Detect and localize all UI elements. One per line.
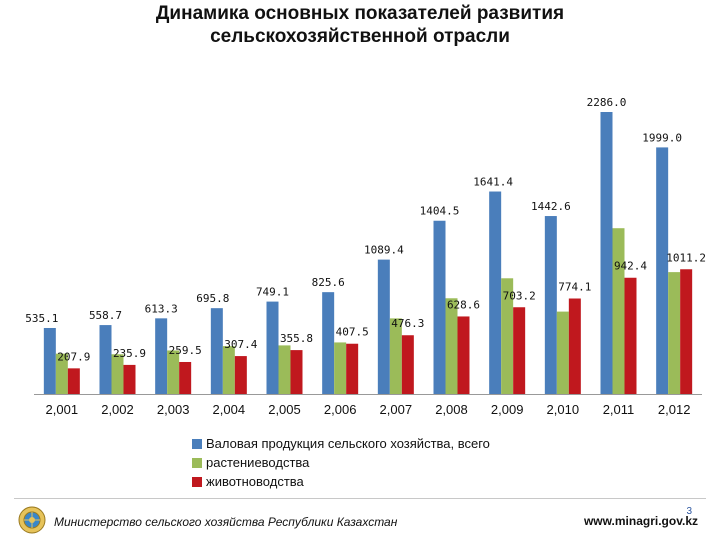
bar-crops [501, 278, 514, 394]
bar-total [322, 292, 335, 394]
footer-website: www.minagri.gov.kz [583, 514, 698, 528]
legend-swatch [192, 476, 202, 487]
legend: Валовая продукция сельского хозяйства, в… [192, 434, 490, 491]
bar-chart: 2,001 2,002 2,003 2,004 2,005 2,006 2,007 2,008… [25, 96, 706, 417]
bar-livestock [513, 307, 526, 394]
legend-item: Валовая продукция сельского хозяйства, в… [192, 434, 490, 453]
legend-label: Валовая продукция сельского хозяйства, в… [206, 436, 490, 451]
bar-crops [222, 346, 235, 394]
bar-livestock [67, 368, 80, 394]
bar-livestock [346, 343, 359, 394]
chart-title: Динамика основных показателей развития с… [0, 2, 720, 48]
data-label-livestock: 942.4 [614, 260, 647, 273]
bar-total [210, 308, 223, 394]
data-label-total: 825.6 [312, 276, 345, 289]
bar-livestock [624, 277, 637, 394]
data-label-total: 613.3 [145, 302, 178, 315]
bar-crops [612, 228, 625, 394]
bar-crops [167, 350, 180, 394]
kazakhstan-emblem-icon [18, 506, 46, 534]
x-tick-label: 2,010 [547, 402, 580, 417]
data-label-livestock: 703.2 [503, 289, 536, 302]
data-label-livestock: 307.4 [224, 338, 257, 351]
data-label-total: 2286.0 [587, 96, 627, 109]
x-tick-label: 2,002 [101, 402, 134, 417]
legend-label: животноводства [206, 474, 304, 489]
bar-total [99, 325, 112, 394]
data-label-livestock: 235.9 [113, 347, 146, 360]
title-line-2: сельскохозяйственной отрасли [210, 26, 510, 47]
bar-total [656, 147, 669, 394]
bar-livestock [290, 350, 303, 394]
x-tick-label: 2,012 [658, 402, 691, 417]
bar-crops [556, 311, 569, 394]
data-label-total: 1999.0 [642, 131, 682, 144]
data-label-total: 1442.6 [531, 200, 571, 213]
data-label-livestock: 774.1 [558, 281, 591, 294]
data-label-livestock: 476.3 [391, 317, 424, 330]
data-label-total: 1089.4 [364, 244, 404, 257]
data-label-total: 695.8 [196, 292, 229, 305]
page-number: 3 [686, 506, 692, 517]
x-tick-label: 2,006 [324, 402, 357, 417]
title-line-1: Динамика основных показателей развития [155, 3, 565, 24]
legend-item: растениеводства [192, 453, 490, 472]
bar-livestock [234, 356, 247, 394]
data-label-livestock: 628.6 [447, 298, 480, 311]
bar-total [544, 216, 557, 394]
data-label-livestock: 207.9 [57, 350, 90, 363]
bar-total [266, 301, 279, 394]
bar-crops [55, 353, 68, 394]
bar-livestock [123, 364, 136, 394]
x-tick-label: 2,004 [213, 402, 246, 417]
data-label-total: 749.1 [256, 286, 289, 299]
x-tick-label: 2,008 [435, 402, 468, 417]
data-label-livestock: 355.8 [280, 332, 313, 345]
data-label-total: 1641.4 [473, 176, 513, 189]
legend-swatch [192, 438, 202, 449]
bar-total [377, 259, 390, 394]
bar-crops [389, 318, 402, 394]
data-label-livestock: 407.5 [336, 326, 369, 339]
bar-crops [278, 345, 291, 394]
bar-crops [668, 272, 681, 394]
data-label-total: 1404.5 [420, 205, 460, 218]
footer-ministry: Министерство сельского хозяйства Республ… [54, 515, 398, 529]
bar-total [155, 318, 168, 394]
bar-livestock [568, 298, 581, 394]
x-tick-label: 2,005 [268, 402, 301, 417]
data-label-total: 558.7 [89, 309, 122, 322]
x-tick-label: 2,001 [46, 402, 79, 417]
bar-crops [334, 342, 347, 394]
legend-swatch [192, 457, 202, 468]
bar-livestock [401, 335, 414, 394]
legend-item: животноводства [192, 472, 490, 491]
x-tick-label: 2,007 [380, 402, 413, 417]
x-tick-label: 2,009 [491, 402, 524, 417]
x-tick-label: 2,003 [157, 402, 190, 417]
bar-livestock [179, 361, 192, 394]
bar-total [600, 112, 613, 394]
data-label-livestock: 259.5 [169, 344, 202, 357]
bar-crops [445, 298, 458, 394]
bar-total [489, 191, 502, 394]
bar-crops [111, 354, 124, 394]
bar-livestock [680, 269, 693, 394]
data-label-livestock: 1011.2 [666, 251, 706, 264]
footer-divider [14, 498, 706, 499]
data-label-total: 535.1 [25, 312, 58, 325]
legend-label: растениеводства [206, 455, 310, 470]
bar-total [433, 220, 446, 394]
bar-livestock [457, 316, 470, 394]
x-tick-label: 2,011 [603, 402, 635, 417]
bar-total [43, 327, 56, 394]
